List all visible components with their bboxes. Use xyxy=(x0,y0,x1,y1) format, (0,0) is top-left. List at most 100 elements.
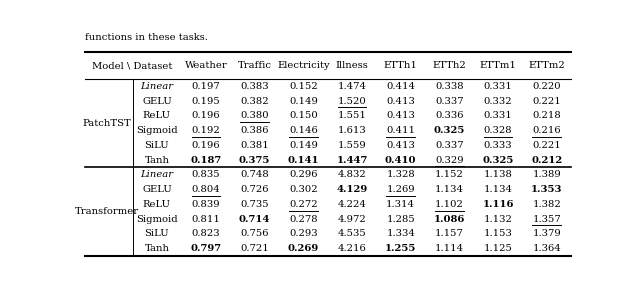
Text: ETTm2: ETTm2 xyxy=(529,61,565,70)
Text: 4.216: 4.216 xyxy=(338,244,367,253)
Text: 0.146: 0.146 xyxy=(289,126,317,135)
Text: 0.410: 0.410 xyxy=(385,156,417,165)
Text: 0.375: 0.375 xyxy=(239,156,270,165)
Text: 0.811: 0.811 xyxy=(191,215,220,224)
Text: ETTh1: ETTh1 xyxy=(384,61,418,70)
Text: 1.379: 1.379 xyxy=(532,229,561,238)
Text: Traffic: Traffic xyxy=(237,61,272,70)
Text: 1.269: 1.269 xyxy=(387,185,415,194)
Text: 0.726: 0.726 xyxy=(241,185,269,194)
Text: 0.721: 0.721 xyxy=(240,244,269,253)
Text: 0.333: 0.333 xyxy=(484,141,513,150)
Text: 0.221: 0.221 xyxy=(532,97,561,106)
Text: 0.804: 0.804 xyxy=(191,185,220,194)
Text: Model \ Dataset: Model \ Dataset xyxy=(92,61,172,70)
Text: ReLU: ReLU xyxy=(143,111,171,120)
Text: 0.220: 0.220 xyxy=(532,82,561,91)
Text: 0.337: 0.337 xyxy=(435,97,463,106)
Text: 1.520: 1.520 xyxy=(338,97,367,106)
Text: SiLU: SiLU xyxy=(145,229,169,238)
Text: Tanh: Tanh xyxy=(145,244,170,253)
Text: 0.338: 0.338 xyxy=(435,82,463,91)
Text: 0.380: 0.380 xyxy=(241,111,269,120)
Text: 0.216: 0.216 xyxy=(532,126,561,135)
Text: 1.285: 1.285 xyxy=(387,215,415,224)
Text: ReLU: ReLU xyxy=(143,200,171,209)
Text: 0.278: 0.278 xyxy=(289,215,317,224)
Text: 0.196: 0.196 xyxy=(192,111,220,120)
Text: 0.302: 0.302 xyxy=(289,185,317,194)
Text: 1.474: 1.474 xyxy=(337,82,367,91)
Text: 1.157: 1.157 xyxy=(435,229,464,238)
Text: 4.224: 4.224 xyxy=(337,200,367,209)
Text: 0.332: 0.332 xyxy=(484,97,513,106)
Text: ETTh2: ETTh2 xyxy=(433,61,466,70)
Text: 0.221: 0.221 xyxy=(532,141,561,150)
Text: 4.535: 4.535 xyxy=(338,229,367,238)
Text: 0.835: 0.835 xyxy=(192,170,220,179)
Text: 1.559: 1.559 xyxy=(338,141,367,150)
Text: 0.383: 0.383 xyxy=(241,82,269,91)
Text: 1.328: 1.328 xyxy=(387,170,415,179)
Text: 0.296: 0.296 xyxy=(289,170,317,179)
Text: 0.329: 0.329 xyxy=(435,156,463,165)
Text: 0.192: 0.192 xyxy=(191,126,220,135)
Text: 0.325: 0.325 xyxy=(483,156,514,165)
Text: 0.411: 0.411 xyxy=(386,126,415,135)
Text: 0.823: 0.823 xyxy=(192,229,220,238)
Text: Electricity: Electricity xyxy=(277,61,330,70)
Text: 0.293: 0.293 xyxy=(289,229,317,238)
Text: ETTm1: ETTm1 xyxy=(479,61,516,70)
Text: 0.149: 0.149 xyxy=(289,97,318,106)
Text: 1.389: 1.389 xyxy=(532,170,561,179)
Text: SiLU: SiLU xyxy=(145,141,169,150)
Text: 1.357: 1.357 xyxy=(532,215,561,224)
Text: 0.197: 0.197 xyxy=(191,82,220,91)
Text: 0.325: 0.325 xyxy=(434,126,465,135)
Text: 0.187: 0.187 xyxy=(190,156,221,165)
Text: 0.386: 0.386 xyxy=(241,126,269,135)
Text: 4.129: 4.129 xyxy=(337,185,367,194)
Text: 0.212: 0.212 xyxy=(531,156,563,165)
Text: Transformer: Transformer xyxy=(76,207,140,216)
Text: 0.756: 0.756 xyxy=(241,229,269,238)
Text: 0.381: 0.381 xyxy=(240,141,269,150)
Text: 0.149: 0.149 xyxy=(289,141,318,150)
Text: 0.331: 0.331 xyxy=(484,111,513,120)
Text: 0.269: 0.269 xyxy=(288,244,319,253)
Text: 0.413: 0.413 xyxy=(387,97,415,106)
Text: 1.382: 1.382 xyxy=(532,200,561,209)
Text: 1.364: 1.364 xyxy=(532,244,561,253)
Text: 0.196: 0.196 xyxy=(192,141,220,150)
Text: 0.748: 0.748 xyxy=(240,170,269,179)
Text: 0.150: 0.150 xyxy=(289,111,317,120)
Text: 4.832: 4.832 xyxy=(338,170,367,179)
Text: 0.382: 0.382 xyxy=(241,97,269,106)
Text: functions in these tasks.: functions in these tasks. xyxy=(85,33,208,42)
Text: 0.218: 0.218 xyxy=(532,111,561,120)
Text: 0.336: 0.336 xyxy=(435,111,463,120)
Text: GELU: GELU xyxy=(142,185,172,194)
Text: 0.331: 0.331 xyxy=(484,82,513,91)
Text: 0.839: 0.839 xyxy=(192,200,220,209)
Text: 1.125: 1.125 xyxy=(484,244,513,253)
Text: 1.102: 1.102 xyxy=(435,200,464,209)
Text: 0.195: 0.195 xyxy=(191,97,220,106)
Text: Linear: Linear xyxy=(140,170,173,179)
Text: 1.086: 1.086 xyxy=(434,215,465,224)
Text: 1.138: 1.138 xyxy=(484,170,513,179)
Text: 0.152: 0.152 xyxy=(289,82,317,91)
Text: 0.714: 0.714 xyxy=(239,215,270,224)
Text: 0.413: 0.413 xyxy=(387,141,415,150)
Text: Illness: Illness xyxy=(335,61,369,70)
Text: 0.337: 0.337 xyxy=(435,141,463,150)
Text: GELU: GELU xyxy=(142,97,172,106)
Text: PatchTST: PatchTST xyxy=(83,119,132,128)
Text: 1.255: 1.255 xyxy=(385,244,417,253)
Text: 1.134: 1.134 xyxy=(435,185,464,194)
Text: Tanh: Tanh xyxy=(145,156,170,165)
Text: 1.353: 1.353 xyxy=(531,185,563,194)
Text: 0.328: 0.328 xyxy=(484,126,513,135)
Text: 1.314: 1.314 xyxy=(386,200,415,209)
Text: 0.414: 0.414 xyxy=(386,82,415,91)
